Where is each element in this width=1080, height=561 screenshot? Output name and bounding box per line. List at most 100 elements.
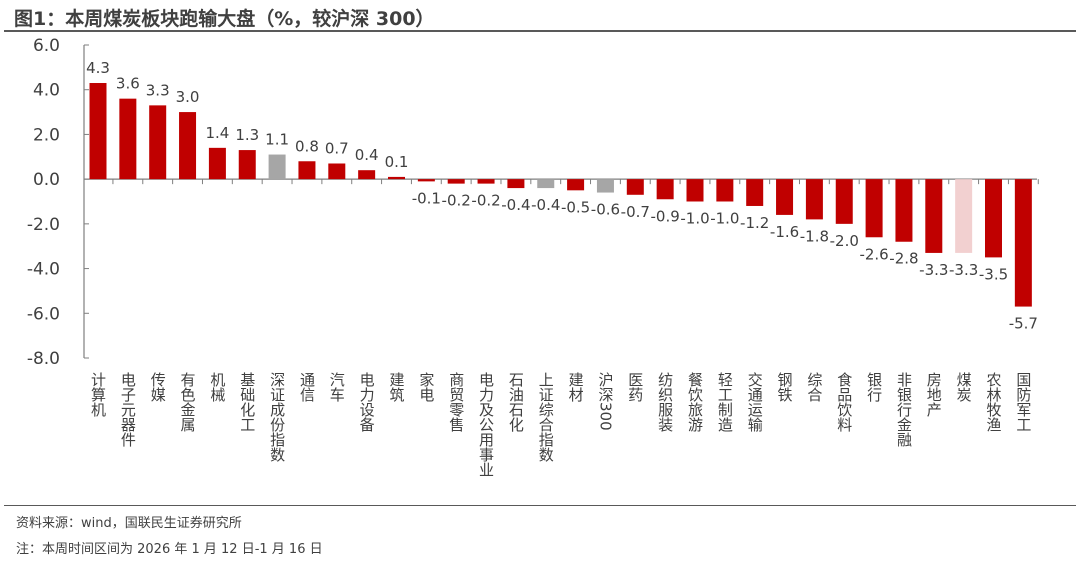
- data-label: 1.4: [205, 124, 229, 142]
- data-label: -1.0: [710, 210, 739, 228]
- data-label: -1.2: [740, 214, 769, 232]
- bar: [358, 170, 376, 180]
- data-label: 3.0: [176, 88, 200, 106]
- bar: [567, 179, 585, 191]
- bar: [119, 98, 137, 180]
- bar: [537, 179, 555, 189]
- y-tick-label: 4.0: [33, 81, 60, 101]
- data-label: -5.7: [1009, 315, 1038, 333]
- bar: [776, 179, 794, 215]
- x-tick-label: 煤炭: [954, 372, 973, 402]
- bar: [805, 179, 823, 220]
- x-tick-label: 建材: [566, 372, 585, 402]
- x-tick-label: 电子元器件: [118, 372, 137, 447]
- data-label: -3.3: [919, 261, 948, 279]
- bar: [238, 150, 256, 180]
- bar: [925, 179, 943, 253]
- x-tick-label: 石油石化: [506, 372, 525, 432]
- x-tick-label: 电力设备: [357, 372, 376, 432]
- data-label: 1.1: [265, 131, 289, 149]
- source-note: 资料来源：wind，国联民生证券研究所: [16, 516, 242, 531]
- y-tick-label: 0.0: [33, 170, 60, 190]
- data-label: -2.8: [889, 250, 918, 268]
- bar: [865, 179, 883, 238]
- bar: [208, 147, 226, 180]
- x-tick-label: 电力及公用事业: [477, 372, 496, 477]
- x-tick-label: 传媒: [148, 372, 167, 402]
- y-tick-label: -2.0: [27, 215, 60, 235]
- bar: [388, 176, 405, 180]
- x-tick-label: 食品饮料: [835, 372, 854, 432]
- bar: [746, 179, 764, 206]
- x-tick-label: 汽车: [327, 372, 346, 402]
- data-label: -1.8: [800, 227, 829, 245]
- x-tick-label: 国防军工: [1014, 372, 1033, 432]
- bar: [716, 179, 734, 202]
- period-note: 注：本周时间区间为 2026 年 1 月 12 日-1 月 16 日: [16, 542, 323, 557]
- x-tick-label: 非银行金融: [894, 372, 913, 447]
- x-tick-label: 上证综合指数: [536, 372, 555, 462]
- bar: [507, 179, 525, 189]
- bar: [686, 179, 704, 202]
- data-label: 3.3: [146, 81, 170, 99]
- x-tick-label: 轻工制造: [715, 372, 734, 432]
- x-tick-label: 农林牧渔: [984, 372, 1003, 432]
- x-tick-label: 医药: [626, 372, 645, 402]
- data-label: 0.8: [295, 137, 319, 155]
- bar: [985, 179, 1002, 258]
- bar: [89, 83, 107, 180]
- data-label: -0.4: [531, 196, 560, 214]
- data-label: -0.5: [561, 198, 590, 216]
- data-label: 0.4: [355, 146, 379, 164]
- chart-title: 图1：本周煤炭板块跑输大盘（%，较沪深 300）: [14, 8, 435, 30]
- bar: [477, 179, 495, 184]
- x-tick-label: 通信: [297, 372, 316, 402]
- data-label: -0.7: [621, 203, 650, 221]
- y-tick-label: -6.0: [27, 304, 60, 324]
- bar: [1014, 179, 1032, 307]
- x-tick-label: 建筑: [387, 372, 406, 402]
- data-label: -0.2: [471, 192, 500, 210]
- x-tick-label: 家电: [417, 372, 436, 402]
- bar: [179, 112, 197, 180]
- x-tick-label: 计算机: [89, 372, 107, 417]
- data-label: -1.0: [680, 210, 709, 228]
- y-tick-label: -4.0: [27, 260, 60, 280]
- x-tick-label: 纺织服装: [656, 372, 675, 432]
- bar: [417, 179, 435, 182]
- x-tick-label: 机械: [208, 372, 227, 402]
- y-tick-label: -8.0: [27, 349, 60, 369]
- data-label: -2.6: [859, 245, 888, 263]
- y-tick-label: 2.0: [33, 125, 60, 145]
- data-label: -0.9: [651, 207, 680, 225]
- x-tick-label: 深证成份指数: [268, 372, 287, 462]
- bar: [656, 179, 674, 200]
- data-label: -0.4: [501, 196, 530, 214]
- data-label: -1.6: [770, 223, 799, 241]
- bar: [596, 179, 614, 193]
- data-label: -3.5: [979, 265, 1008, 283]
- x-tick-label: 沪深300: [596, 372, 615, 431]
- data-label: 4.3: [86, 59, 110, 77]
- data-label: 0.1: [385, 153, 409, 171]
- bar: [895, 179, 913, 242]
- x-tick-label: 钢铁: [775, 372, 794, 402]
- x-tick-label: 基础化工: [238, 372, 257, 432]
- x-tick-label: 有色金属: [178, 372, 197, 432]
- bar: [268, 154, 286, 180]
- bar: [298, 161, 316, 180]
- bar: [447, 179, 465, 184]
- bar: [149, 105, 167, 180]
- data-label: 0.7: [325, 139, 349, 157]
- data-label: -2.0: [830, 232, 859, 250]
- title-divider: [4, 30, 1076, 32]
- data-label: -0.1: [412, 189, 441, 207]
- x-tick-label: 房地产: [924, 372, 943, 417]
- x-tick-label: 商贸零售: [447, 372, 466, 432]
- bar: [955, 179, 973, 253]
- data-label: -0.6: [591, 201, 620, 219]
- x-tick-label: 综合: [805, 372, 824, 402]
- data-label: 3.6: [116, 75, 140, 93]
